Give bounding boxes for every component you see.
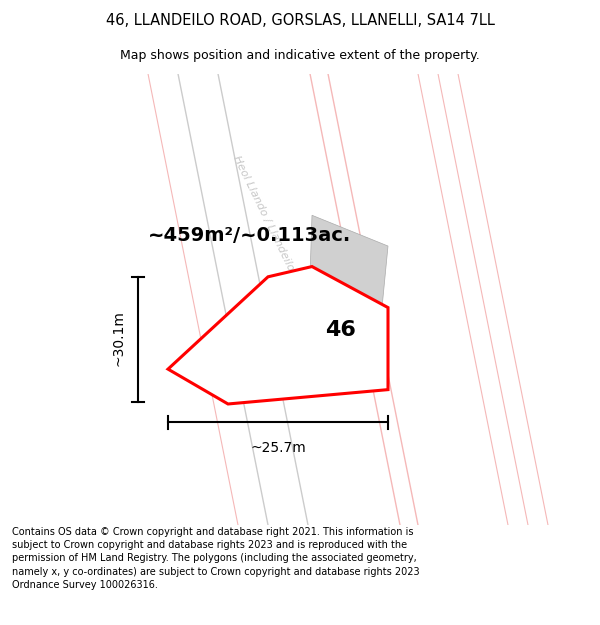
Text: ~459m²/~0.113ac.: ~459m²/~0.113ac. bbox=[148, 226, 351, 245]
Text: Map shows position and indicative extent of the property.: Map shows position and indicative extent… bbox=[120, 49, 480, 62]
Text: 46: 46 bbox=[325, 320, 355, 340]
Text: 46, LLANDEILO ROAD, GORSLAS, LLANELLI, SA14 7LL: 46, LLANDEILO ROAD, GORSLAS, LLANELLI, S… bbox=[106, 13, 494, 28]
Text: Heol Llando / Llandeilo Road: Heol Llando / Llandeilo Road bbox=[231, 154, 309, 301]
Text: ~25.7m: ~25.7m bbox=[250, 441, 306, 455]
Polygon shape bbox=[310, 215, 388, 308]
Polygon shape bbox=[168, 266, 388, 404]
Text: Contains OS data © Crown copyright and database right 2021. This information is
: Contains OS data © Crown copyright and d… bbox=[12, 527, 419, 590]
Text: ~30.1m: ~30.1m bbox=[111, 311, 125, 366]
